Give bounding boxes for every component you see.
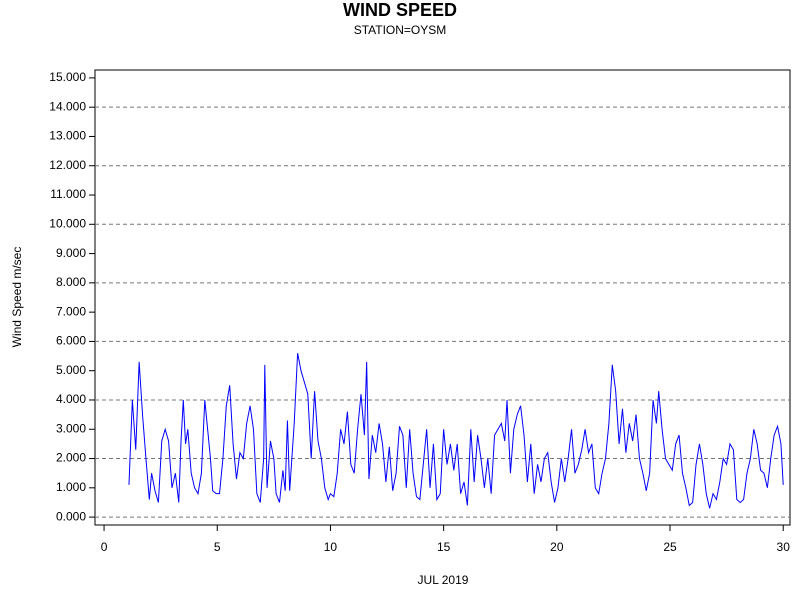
y-tick-label: 14.000 (49, 99, 86, 113)
x-tick-label: 20 (550, 540, 564, 554)
x-tick-label: 25 (663, 540, 677, 554)
y-tick-label: 7.000 (56, 304, 86, 318)
plot-frame (94, 69, 791, 526)
series-line (128, 353, 784, 509)
x-tick-label: 5 (214, 540, 221, 554)
y-tick-label: 0.000 (56, 509, 86, 523)
y-tick-label: 13.000 (49, 129, 86, 143)
y-tick-label: 6.000 (56, 334, 86, 348)
y-tick-label: 10.000 (49, 216, 86, 230)
x-tick-label: 0 (101, 540, 108, 554)
y-tick-label: 8.000 (56, 275, 86, 289)
y-tick-label: 3.000 (56, 421, 86, 435)
x-axis-label: JUL 2019 (418, 573, 469, 587)
y-tick-label: 5.000 (56, 363, 86, 377)
y-tick-label: 1.000 (56, 480, 86, 494)
y-tick-label: 4.000 (56, 392, 86, 406)
x-tick-label: 30 (777, 540, 791, 554)
y-tick-label: 9.000 (56, 246, 86, 260)
x-tick-label: 10 (324, 540, 338, 554)
y-tick-label: 12.000 (49, 158, 86, 172)
y-tick-label: 15.000 (49, 70, 86, 84)
x-tick-label: 15 (437, 540, 451, 554)
y-axis-label: Wind Speed m/sec (10, 247, 24, 348)
y-tick-label: 11.000 (50, 187, 86, 201)
y-tick-label: 2.000 (56, 451, 86, 465)
chart-title: WIND SPEED (343, 0, 457, 20)
chart-subtitle: STATION=OYSM (354, 23, 447, 37)
